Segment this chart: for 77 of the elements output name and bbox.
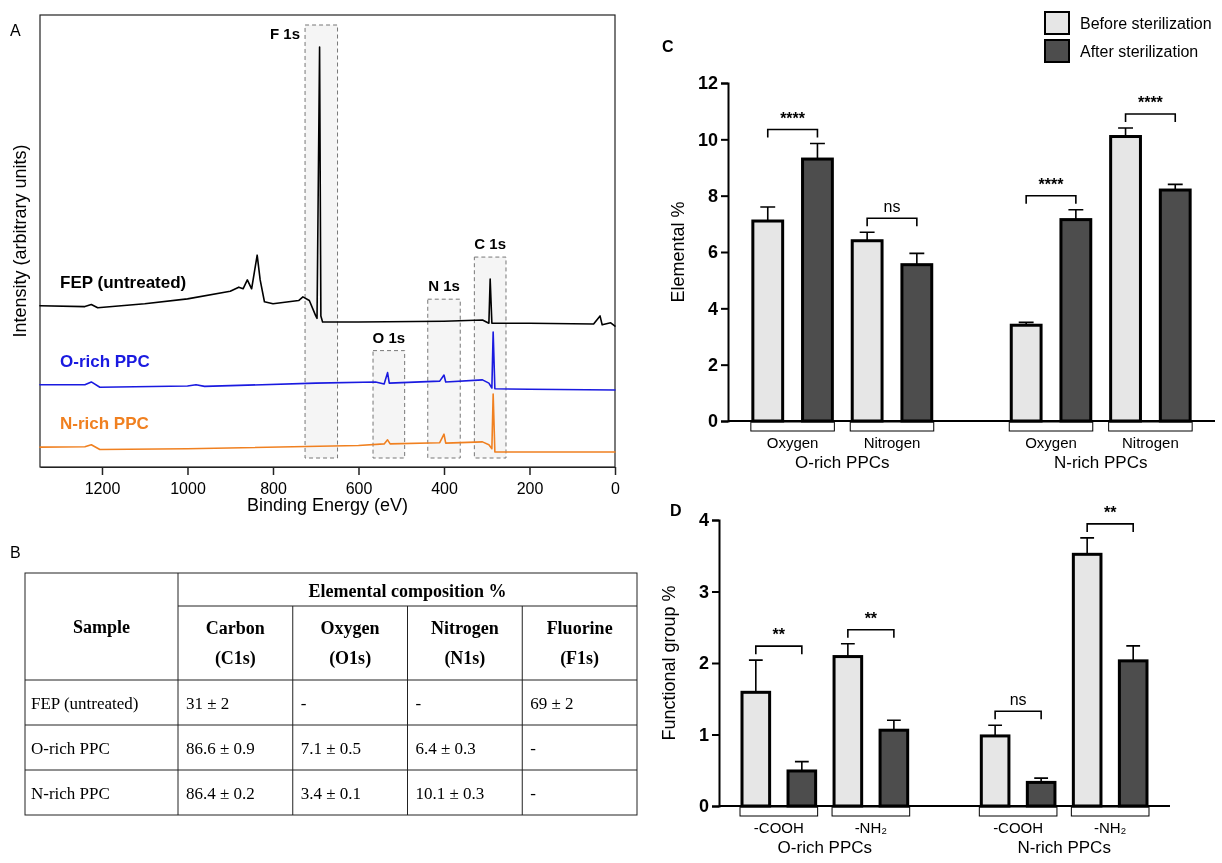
category-label: N-rich PPC [31,783,110,803]
x-axis-title: Binding Energy (eV) [246,495,409,515]
x-tick-label: -NH₂ [1093,819,1127,836]
x-tick-label: 1200 [84,479,121,497]
y-tick-label: 4 [698,510,709,531]
annotation: ** [864,609,878,627]
series-label: N-rich PPC [60,414,149,434]
legend-label: Before sterilization [1080,15,1212,32]
y-tick-label: 6 [707,242,718,263]
y-tick-label: 10 [697,129,718,150]
x-tick-label: Oxygen [766,434,819,451]
series-label: O-rich PPC [60,351,150,371]
band-label: F 1s [270,25,301,42]
x-tick-label: Nitrogen [1122,434,1179,451]
text: - [530,738,536,758]
annotation: ns [883,198,901,216]
y-tick-label: 8 [707,185,718,206]
y-tick-label: 3 [698,581,709,602]
text: - [415,693,422,713]
x-tick-label: Oxygen [1025,434,1077,451]
y-tick-label: 4 [707,298,718,319]
y-axis-title: Intensity (arbitrary units) [10,144,30,338]
text: - [300,693,307,713]
text: N-rich PPCs [1053,453,1148,472]
x-tick-label: 200 [516,479,544,497]
y-tick-label: 2 [707,354,718,375]
x-tick-label: 1000 [170,479,206,497]
category-label: Oxygen (O1s) [320,618,380,669]
band-label: C 1s [474,235,507,253]
y-tick-label: 2 [698,653,709,674]
text: O-rich PPCs [795,453,890,472]
text: 86.4 ± 0.2 [186,783,255,803]
text: 7.1 ± 0.5 [300,738,362,758]
x-tick-label: 600 [345,479,373,497]
text: Sample [72,616,131,637]
text: 86.6 ± 0.9 [186,738,255,758]
category-label: Fluorine (F1s) [546,618,613,669]
series-label: FEP (untreated) [60,272,187,292]
legend-label: After sterilization [1080,43,1199,60]
text: B [10,544,21,561]
x-tick-label: 0 [611,479,621,497]
x-tick-label: -COOH [993,819,1044,836]
y-tick-label: 1 [698,724,709,745]
category-label: FEP (untreated) [31,693,139,713]
annotation: **** [1038,175,1065,193]
y-tick-label: 12 [697,73,718,94]
annotation: ** [772,626,786,644]
band-label: N 1s [428,277,460,295]
text: 6.4 ± 0.3 [415,738,476,758]
text: N-rich PPCs [1017,838,1111,857]
y-axis-title: Elemental % [668,201,688,303]
y-axis-title: Functional group % [659,585,679,741]
text: - [530,783,536,803]
band-label: O 1s [372,328,406,346]
y-tick-label: 0 [698,796,709,817]
x-tick-label: -NH₂ [854,819,888,836]
text: 69 ± 2 [530,693,574,713]
category-label: O-rich PPC [31,738,110,758]
x-tick-label: Nitrogen [863,434,921,451]
category-label: Nitrogen (N1s) [431,618,499,669]
text: 3.4 ± 0.1 [300,783,362,803]
text: Elemental composition % [308,580,507,601]
chart-title: D [670,502,682,519]
text: O-rich PPCs [777,838,873,857]
annotation: **** [780,109,806,127]
chart-title: C [662,38,674,55]
x-tick-label: 400 [431,479,458,497]
x-tick-label: 800 [260,479,287,497]
y-tick-label: 0 [707,411,718,432]
text: 31 ± 2 [186,693,230,713]
annotation: ** [1103,503,1118,521]
annotation: ns [1009,691,1027,709]
category-label: Carbon (C1s) [205,618,265,669]
text: 10.1 ± 0.3 [415,783,485,803]
annotation: **** [1137,94,1164,112]
x-tick-label: -COOH [753,819,804,836]
chart-title: A [10,22,21,39]
